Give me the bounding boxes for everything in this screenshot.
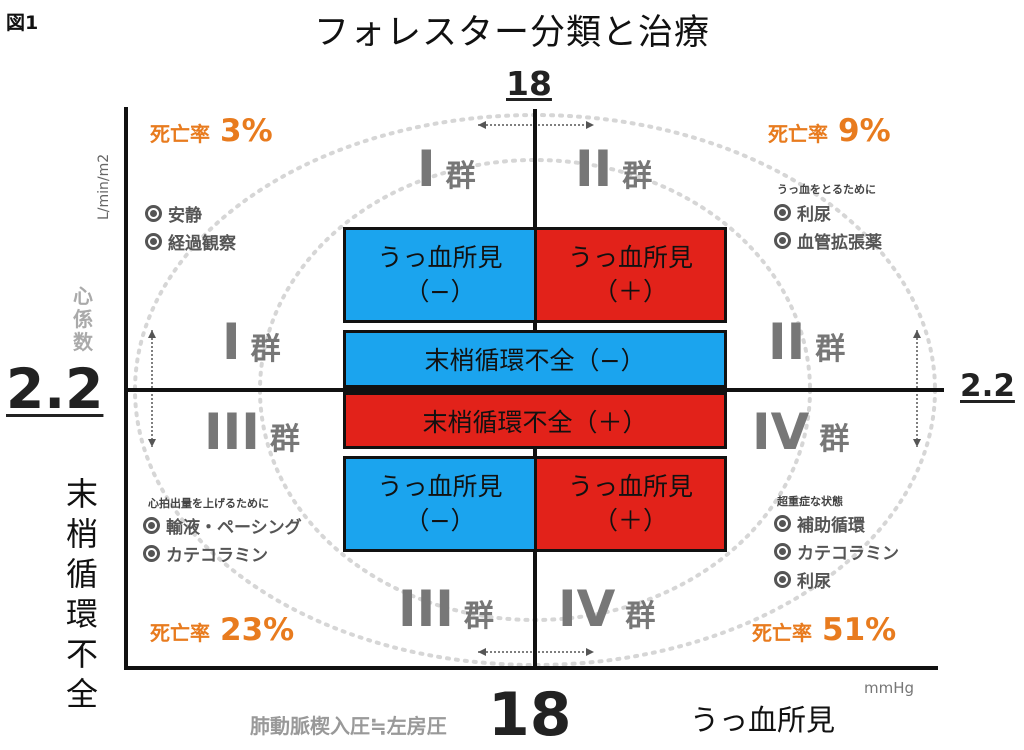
mortality-value: 9% [838,113,891,149]
congestion-label: うっ血所見 [690,703,836,737]
group-mark: I [417,140,436,198]
box-no-hypoperfusion: 末梢循環不全（−） [343,330,727,388]
mortality-group-3: 死亡率 23% [150,612,294,648]
x-axis [124,666,938,670]
group-mark: III [398,580,454,638]
mortality-label: 死亡率 [768,122,828,146]
group-mark: II [768,313,806,371]
bullet-icon [774,571,791,588]
mortality-label: 死亡率 [150,621,210,645]
y-axis-unit-text: L/min/m2 [96,153,112,220]
peripheral-hypoperfusion-label: 末梢循環不全 [65,475,98,713]
group-suffix: 群 [269,422,300,457]
figure-label: 図1 [6,12,39,34]
bullet-icon [143,545,160,562]
group-mark: I [222,313,241,371]
x-threshold-top: 18 [506,64,552,103]
mortality-label: 死亡率 [150,122,210,146]
mortality-group-2: 死亡率 9% [768,113,891,149]
group-suffix: 群 [625,599,656,634]
group-mark: III [204,403,260,461]
x-axis-unit: mmHg [864,679,915,697]
group-4-label-bottom: IV 群 [558,580,655,638]
bullet-icon [145,233,162,250]
box-hypoperfusion: 末梢循環不全（＋） [343,392,727,449]
group-3-label-bottom: III 群 [398,580,494,638]
group-mark: II [575,140,613,198]
bullet-icon [774,543,791,560]
group-3-label-mid: III 群 [204,403,300,461]
mortality-group-1: 死亡率 3% [150,113,273,149]
y-threshold-right: 2.2 [960,368,1015,404]
mortality-label: 死亡率 [752,621,812,645]
bullet-icon [774,232,791,249]
group-mark: IV [752,403,810,461]
box-no-congestion-top: うっ血所見 （−） [343,227,537,323]
x-axis-label: 肺動脈楔入圧≒左房圧 [250,714,447,738]
bullet-icon [145,205,162,222]
page-title: フォレスター分類と治療 [313,13,710,53]
box-no-congestion-bottom: うっ血所見 （−） [343,456,537,552]
mortality-value: 3% [220,113,273,149]
y-threshold-left: 2.2 [6,357,104,421]
x-threshold-bottom: 18 [488,680,572,750]
treatment-item: 利尿 [774,201,882,229]
group-2-label-top: II 群 [575,140,652,198]
treatment-note-group-2: うっ血をとるために [777,183,876,196]
bullet-icon [774,515,791,532]
mortality-value: 51% [822,612,897,648]
wedge-pressure-threshold-line [533,109,537,669]
treatment-note-group-3: 心拍出量を上げるために [148,497,269,510]
treatment-note-group-4: 超重症な状態 [777,495,843,508]
y-axis-unit: L/min/m2 [96,110,118,220]
treatment-group-3: 輸液・ペーシング カテコラミン [143,514,302,570]
treatment-group-1: 安静 経過観察 [145,202,236,258]
group-4-label-mid: IV 群 [752,403,849,461]
treatment-item: 経過観察 [145,230,236,258]
group-suffix: 群 [463,599,494,634]
treatment-item: 輸液・ペーシング [143,514,302,542]
treatment-group-2: 利尿 血管拡張薬 [774,201,882,257]
treatment-item: 血管拡張薬 [774,229,882,257]
treatment-group-4: 補助循環 カテコラミン 利尿 [774,512,899,596]
group-suffix: 群 [250,332,281,367]
y-axis-label: 心係数 [73,284,93,354]
group-suffix: 群 [819,422,850,457]
treatment-item: 利尿 [774,568,899,596]
treatment-item: カテコラミン [774,540,899,568]
box-congestion-top: うっ血所見 （＋） [534,227,727,323]
bullet-icon [143,517,160,534]
mortality-group-4: 死亡率 51% [752,612,896,648]
group-2-label-mid: II 群 [768,313,845,371]
box-congestion-bottom: うっ血所見 （＋） [534,456,727,552]
group-suffix: 群 [445,159,476,194]
group-suffix: 群 [622,159,653,194]
treatment-item: カテコラミン [143,542,302,570]
bullet-icon [774,204,791,221]
treatment-item: 補助循環 [774,512,899,540]
treatment-item: 安静 [145,202,236,230]
group-mark: IV [558,580,616,638]
group-suffix: 群 [815,332,846,367]
mortality-value: 23% [220,612,295,648]
